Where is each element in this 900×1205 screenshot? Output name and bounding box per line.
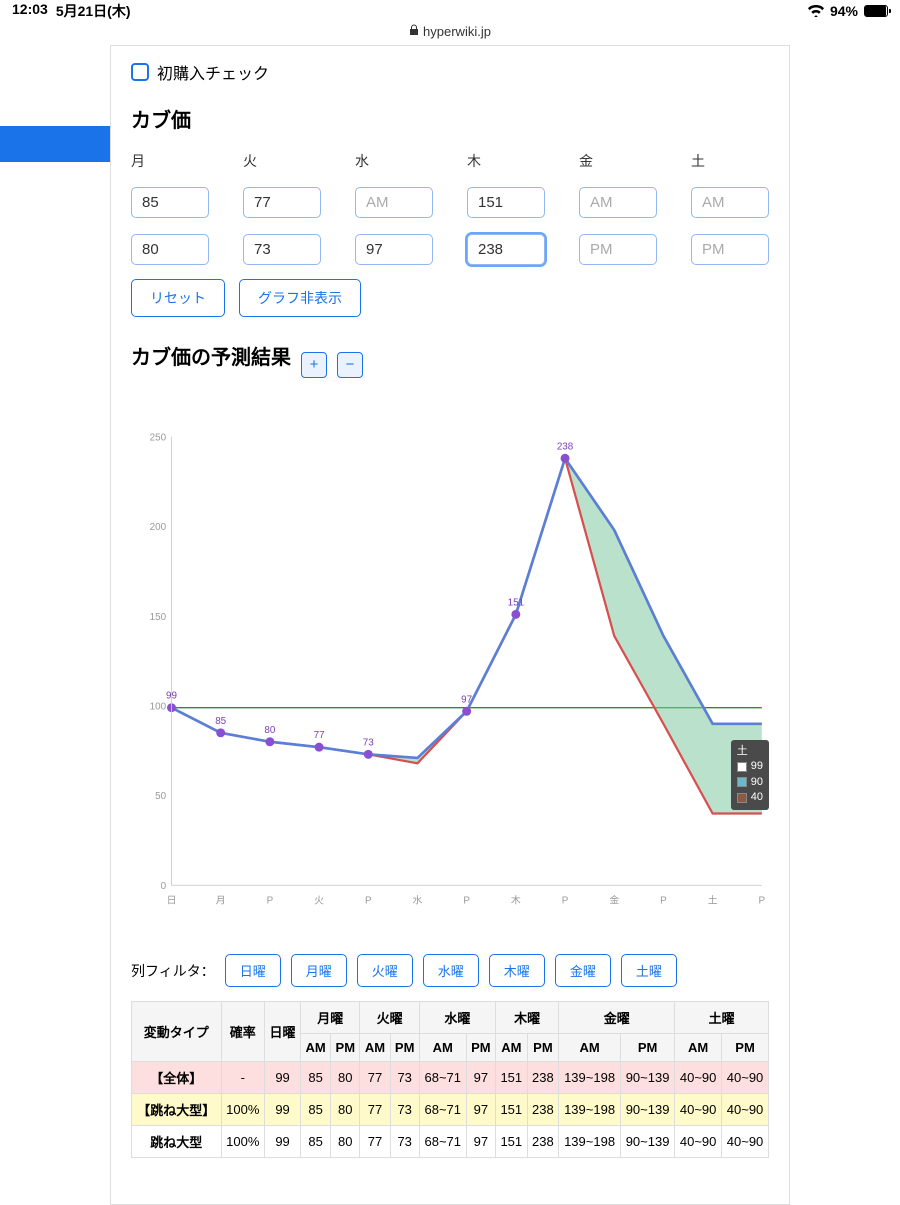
- battery-pct: 94%: [830, 3, 858, 19]
- filter-button[interactable]: 木曜: [489, 954, 545, 987]
- filter-button[interactable]: 日曜: [225, 954, 281, 987]
- svg-text:97: 97: [461, 694, 472, 705]
- lock-icon: [409, 24, 419, 39]
- svg-text:85: 85: [215, 716, 226, 727]
- day-label: 火: [243, 151, 321, 171]
- section-title: カブ価: [131, 104, 769, 133]
- hide-graph-button[interactable]: グラフ非表示: [239, 279, 361, 317]
- day-label: 金: [579, 151, 657, 171]
- price-input-pm[interactable]: [243, 234, 321, 265]
- prediction-table: 変動タイプ確率日曜月曜火曜水曜木曜金曜土曜AMPMAMPMAMPMAMPMAMP…: [131, 1001, 769, 1158]
- svg-text:238: 238: [557, 441, 574, 452]
- price-input-grid: 月火水木金土: [131, 151, 769, 265]
- side-tab-indicator: [0, 126, 110, 162]
- svg-text:P: P: [562, 895, 569, 906]
- table-row: 【全体】-998580777368~7197151238139~19890~13…: [132, 1062, 769, 1094]
- svg-text:73: 73: [363, 737, 374, 748]
- url-text: hyperwiki.jp: [423, 24, 491, 39]
- svg-text:P: P: [759, 895, 766, 906]
- chart-tooltip: 土999040: [731, 740, 769, 810]
- filter-button[interactable]: 土曜: [621, 954, 677, 987]
- svg-text:151: 151: [508, 597, 524, 608]
- price-input-am[interactable]: [355, 187, 433, 218]
- price-input-pm[interactable]: [467, 234, 545, 265]
- price-input-pm[interactable]: [691, 234, 769, 265]
- table-row: 【跳ね大型】100%998580777368~7197151238139~198…: [132, 1094, 769, 1126]
- column-filter-row: 列フィルタ： 日曜月曜火曜水曜木曜金曜土曜: [131, 954, 769, 987]
- svg-text:木: 木: [511, 894, 521, 906]
- zoom-out-button[interactable]: −: [337, 352, 363, 378]
- day-label: 木: [467, 151, 545, 171]
- svg-text:P: P: [660, 895, 667, 906]
- status-bar: 12:03 5月21日(木) 94%: [0, 0, 900, 22]
- main-container: 初購入チェック カブ価 月火水木金土 リセット グラフ非表示 カブ価の予測結果 …: [110, 45, 790, 1205]
- status-date: 5月21日(木): [56, 1, 131, 21]
- table-row: 跳ね大型100%998580777368~7197151238139~19890…: [132, 1126, 769, 1158]
- filter-button[interactable]: 月曜: [291, 954, 347, 987]
- svg-text:77: 77: [314, 730, 325, 741]
- filter-label: 列フィルタ：: [131, 961, 215, 981]
- filter-button[interactable]: 金曜: [555, 954, 611, 987]
- filter-button[interactable]: 火曜: [357, 954, 413, 987]
- svg-text:80: 80: [264, 725, 275, 736]
- svg-text:100: 100: [150, 701, 167, 712]
- price-input-pm[interactable]: [355, 234, 433, 265]
- price-input-am[interactable]: [467, 187, 545, 218]
- svg-text:日: 日: [167, 895, 177, 906]
- battery-icon: [864, 5, 888, 17]
- svg-text:P: P: [463, 895, 470, 906]
- result-title: カブ価の予測結果: [131, 341, 291, 370]
- svg-text:水: 水: [413, 894, 423, 906]
- svg-text:200: 200: [150, 522, 167, 533]
- url-bar[interactable]: hyperwiki.jp: [0, 22, 900, 41]
- price-input-pm[interactable]: [131, 234, 209, 265]
- price-input-am[interactable]: [691, 187, 769, 218]
- prediction-chart: 050100150200250日月P火P水P木P金P土P998580777397…: [141, 400, 769, 940]
- day-label: 水: [355, 151, 433, 171]
- svg-text:月: 月: [216, 894, 226, 906]
- svg-text:土: 土: [708, 893, 718, 906]
- first-buy-checkbox[interactable]: [131, 63, 149, 81]
- day-label: 土: [691, 151, 769, 171]
- day-label: 月: [131, 151, 209, 171]
- first-buy-label: 初購入チェック: [157, 60, 269, 84]
- price-input-am[interactable]: [579, 187, 657, 218]
- price-input-pm[interactable]: [579, 234, 657, 265]
- price-input-am[interactable]: [243, 187, 321, 218]
- svg-text:150: 150: [150, 612, 167, 623]
- price-input-am[interactable]: [131, 187, 209, 218]
- svg-text:火: 火: [314, 895, 324, 906]
- filter-button[interactable]: 水曜: [423, 954, 479, 987]
- status-time: 12:03: [12, 1, 48, 21]
- reset-button[interactable]: リセット: [131, 279, 225, 317]
- svg-text:金: 金: [609, 893, 619, 906]
- svg-text:P: P: [267, 895, 274, 906]
- svg-text:0: 0: [161, 881, 167, 892]
- svg-text:50: 50: [155, 791, 166, 802]
- svg-text:250: 250: [150, 432, 167, 443]
- zoom-in-button[interactable]: +: [301, 352, 327, 378]
- wifi-icon: [808, 5, 824, 17]
- svg-text:P: P: [365, 895, 372, 906]
